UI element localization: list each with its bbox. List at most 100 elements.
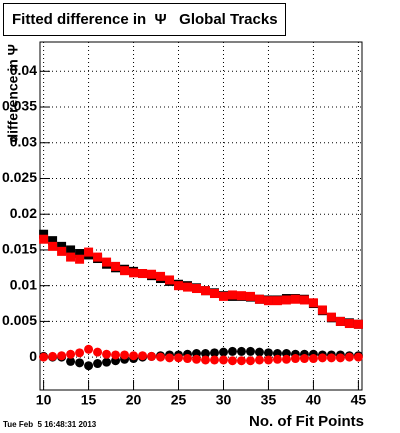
marker [183, 282, 193, 292]
marker [165, 275, 175, 285]
marker [245, 291, 255, 301]
marker [335, 353, 345, 363]
marker [39, 234, 49, 244]
marker [120, 266, 130, 276]
marker [165, 353, 175, 363]
marker [281, 295, 291, 305]
marker [299, 295, 309, 305]
marker [183, 354, 193, 364]
plot-frame [39, 41, 363, 391]
marker [102, 357, 112, 367]
marker [209, 348, 219, 358]
marker [245, 346, 255, 356]
y-tick-label: 0.025 [2, 169, 37, 185]
marker [290, 354, 300, 364]
marker [218, 347, 228, 357]
marker [66, 356, 76, 366]
title-box [3, 3, 286, 36]
y-tick-label: 0 [29, 348, 37, 364]
marker [174, 353, 184, 363]
x-tick-label: 15 [81, 392, 97, 408]
marker [147, 351, 157, 361]
marker [39, 352, 49, 362]
marker [245, 356, 255, 366]
y-axis-label: difference in Ψ [5, 44, 21, 142]
marker [200, 355, 210, 365]
chart-title: Fitted difference in Ψ Global Tracks [12, 11, 278, 28]
marker [209, 289, 219, 299]
marker [254, 355, 264, 365]
marker [281, 354, 291, 364]
marker [174, 281, 184, 291]
marker [48, 236, 58, 246]
marker [353, 352, 363, 362]
marker [335, 316, 345, 326]
marker [299, 354, 309, 364]
marker [102, 349, 112, 359]
marker [75, 249, 85, 259]
x-tick-label: 20 [126, 392, 142, 408]
marker [236, 291, 246, 301]
marker [209, 355, 219, 365]
marker [75, 358, 85, 368]
marker [120, 350, 130, 360]
marker [156, 271, 166, 281]
y-tick-label: 0.005 [2, 312, 37, 328]
y-tick-label: 0.035 [2, 98, 37, 114]
x-tick-label: 40 [306, 392, 322, 408]
marker [326, 312, 336, 322]
marker [57, 241, 67, 251]
marker [147, 269, 157, 279]
x-tick-label: 45 [351, 392, 367, 408]
marker [218, 291, 228, 301]
marker [129, 351, 139, 361]
marker [66, 349, 76, 359]
marker [227, 290, 237, 300]
marker [317, 353, 327, 363]
marker [93, 252, 103, 262]
y-tick-label: 0.01 [10, 276, 37, 292]
marker [200, 286, 210, 296]
marker [263, 348, 273, 358]
marker [308, 354, 318, 364]
marker [57, 246, 67, 256]
marker [156, 352, 166, 362]
marker [93, 359, 103, 369]
marker [236, 356, 246, 366]
x-tick-label: 25 [171, 392, 187, 408]
marker [129, 268, 139, 278]
y-tick-label: 0.02 [10, 205, 37, 221]
marker [66, 245, 76, 255]
y-tick-label: 0.03 [10, 133, 37, 149]
marker [192, 354, 202, 364]
marker [272, 296, 282, 306]
y-tick-label: 0.04 [10, 62, 37, 78]
marker [39, 229, 49, 239]
marker [236, 346, 246, 356]
marker [227, 346, 237, 356]
marker [227, 356, 237, 366]
marker [192, 284, 202, 294]
x-axis-label: No. of Fit Points [249, 413, 364, 430]
marker [57, 351, 67, 361]
marker [326, 353, 336, 363]
marker [272, 354, 282, 364]
marker [200, 349, 210, 359]
marker [93, 347, 103, 357]
marker [290, 294, 300, 304]
marker [102, 257, 112, 267]
marker [75, 348, 85, 358]
x-tick-label: 30 [216, 392, 232, 408]
marker [353, 319, 363, 329]
y-tick-label: 0.015 [2, 241, 37, 257]
marker [317, 305, 327, 315]
marker [218, 355, 228, 365]
marker [344, 319, 354, 329]
marker [111, 261, 121, 271]
marker [66, 252, 76, 262]
x-tick-label: 10 [36, 392, 52, 408]
marker [48, 241, 58, 251]
